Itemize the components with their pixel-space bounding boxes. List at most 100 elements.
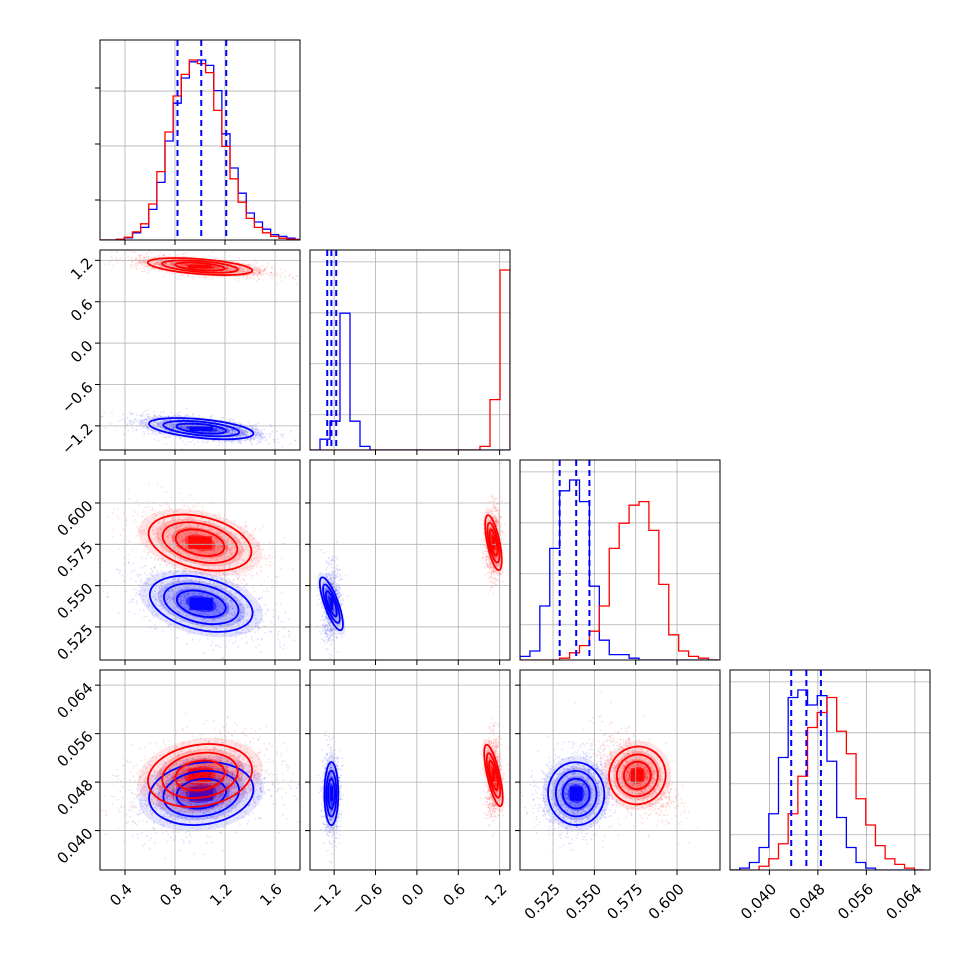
series_a-sample-point: [190, 428, 192, 431]
series_b-sample-point: [194, 265, 197, 267]
series_b-sample-point: [219, 531, 222, 534]
series_a-sample-point: [129, 413, 132, 415]
series_a-sample-point: [189, 617, 192, 620]
series_b-sample-point: [175, 527, 178, 530]
series_a-sample-point: [229, 428, 232, 430]
series_b-sample-point: [165, 509, 168, 512]
series_a-sample-point: [320, 601, 322, 604]
series_b-sample-point: [160, 505, 163, 507]
series_b-sample-point: [180, 552, 182, 554]
series_a-sample-point: [329, 623, 331, 625]
series_b-sample-point: [189, 526, 192, 528]
series_a-sample-point: [201, 573, 204, 576]
series_b-sample-point: [176, 254, 179, 256]
series_b-sample-point: [257, 268, 260, 271]
series_a-sample-point: [195, 426, 198, 429]
series_b-sample-point: [148, 250, 151, 252]
series_a-sample-point: [195, 594, 198, 597]
series_a-sample-point: [233, 614, 236, 617]
series_b-sample-point: [205, 545, 207, 548]
series_a-sample-point: [217, 444, 220, 447]
series_a-sample-point: [177, 414, 180, 417]
series_a-sample-point: [185, 603, 187, 605]
series_a-sample-point: [215, 628, 218, 630]
series_a-sample-point: [215, 575, 218, 578]
series_b-sample-point: [204, 264, 207, 267]
series_a-sample-point: [247, 606, 249, 608]
series_b-sample-point: [216, 267, 219, 269]
series_b-sample-point: [147, 505, 150, 508]
series_a-sample-point: [191, 429, 194, 431]
series_a-sample-point: [180, 595, 182, 598]
series_a-sample-point: [140, 420, 142, 423]
series_b-sample-point: [255, 572, 258, 575]
series_a-sample-point: [203, 581, 206, 583]
series_a-sample-point: [145, 578, 148, 580]
series_b-sample-point: [147, 271, 150, 274]
series_b-sample-point: [268, 554, 270, 557]
series_b-sample-point: [234, 278, 237, 281]
series_a-sample-point: [185, 414, 188, 416]
series_b-sample-point: [253, 590, 256, 593]
series_b-sample-point: [187, 505, 190, 508]
series_b-sample-point: [242, 270, 245, 273]
series_a-sample-point: [215, 599, 218, 602]
series_a-sample-point: [188, 428, 191, 430]
series_a-sample-point: [197, 586, 200, 589]
series_a-sample-point: [256, 608, 258, 611]
series_b-sample-point: [156, 521, 159, 524]
series_a-sample-point: [153, 432, 156, 435]
series_a-sample-point: [249, 615, 252, 617]
series_a-sample-point: [172, 427, 175, 429]
series_a-sample-point: [249, 439, 252, 441]
series_b-sample-point: [163, 548, 166, 551]
series_a-sample-point: [225, 586, 228, 589]
series_b-sample-point: [182, 539, 185, 542]
series_b-sample-point: [187, 532, 190, 534]
series_b-sample-point: [193, 266, 196, 269]
series_a-sample-point: [163, 433, 166, 436]
series_a-sample-point: [215, 429, 218, 431]
series_b-sample-point: [161, 545, 164, 548]
series_b-sample-point: [238, 575, 241, 578]
series_b-sample-point: [164, 551, 167, 554]
series_b-sample-point: [190, 516, 193, 519]
series_b-sample-point: [191, 535, 194, 538]
series_b-sample-point: [242, 531, 245, 534]
series_a-sample-point: [184, 577, 187, 580]
series_a-sample-point: [192, 596, 194, 599]
series_b-sample-point: [215, 266, 218, 269]
series_a-sample-point: [182, 571, 185, 573]
series_a-sample-point: [163, 561, 166, 563]
series_a-sample-point: [138, 414, 141, 417]
series_a-sample-point: [208, 431, 211, 433]
series_a-sample-point: [281, 434, 283, 437]
series_a-sample-point: [131, 549, 134, 552]
series_b-sample-point: [147, 552, 150, 554]
series_b-sample-point: [239, 270, 242, 273]
series_b-sample-point: [139, 262, 142, 264]
series_b-sample-point: [209, 522, 212, 525]
series_b-sample-point: [259, 267, 262, 270]
series_a-sample-point: [202, 441, 205, 444]
series_b-sample-point: [177, 516, 180, 519]
series_a-sample-point: [186, 425, 189, 428]
series_a-sample-point: [196, 605, 199, 608]
series_b-sample-point: [262, 270, 264, 273]
series_a-sample-point: [288, 618, 290, 621]
series_b-sample-point: [221, 545, 224, 548]
series_a-sample-point: [164, 429, 166, 432]
series_a-sample-point: [194, 427, 197, 429]
series_b-sample-point: [196, 523, 199, 526]
series_a-sample-point: [187, 624, 190, 627]
series_b-sample-point: [190, 548, 192, 550]
series_b-sample-point: [200, 550, 203, 552]
series_b-sample-point: [283, 542, 286, 545]
series_a-sample-point: [192, 586, 195, 588]
series_a-sample-point: [236, 435, 239, 437]
series_b-sample-point: [241, 262, 244, 265]
series_a-sample-point: [199, 627, 202, 630]
series_b-sample-point: [156, 526, 158, 529]
series_a-sample-point: [205, 427, 208, 430]
series_a-sample-point: [261, 638, 263, 640]
